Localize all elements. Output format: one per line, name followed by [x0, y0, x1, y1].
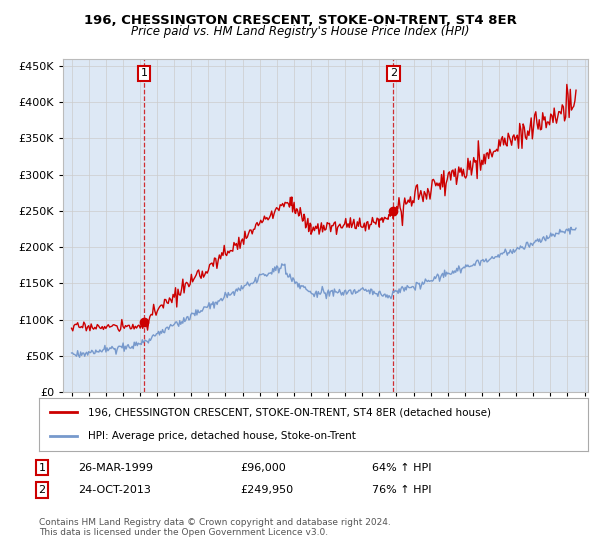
Text: Contains HM Land Registry data © Crown copyright and database right 2024.
This d: Contains HM Land Registry data © Crown c… [39, 518, 391, 538]
Text: 196, CHESSINGTON CRESCENT, STOKE-ON-TRENT, ST4 8ER: 196, CHESSINGTON CRESCENT, STOKE-ON-TREN… [83, 14, 517, 27]
Text: 26-MAR-1999: 26-MAR-1999 [78, 463, 153, 473]
Text: HPI: Average price, detached house, Stoke-on-Trent: HPI: Average price, detached house, Stok… [88, 431, 356, 441]
Text: 1: 1 [140, 68, 148, 78]
Text: 24-OCT-2013: 24-OCT-2013 [78, 485, 151, 495]
Text: Price paid vs. HM Land Registry's House Price Index (HPI): Price paid vs. HM Land Registry's House … [131, 25, 469, 38]
Text: 76% ↑ HPI: 76% ↑ HPI [372, 485, 431, 495]
Text: £249,950: £249,950 [240, 485, 293, 495]
Text: £96,000: £96,000 [240, 463, 286, 473]
Text: 64% ↑ HPI: 64% ↑ HPI [372, 463, 431, 473]
Text: 2: 2 [38, 485, 46, 495]
Text: 1: 1 [38, 463, 46, 473]
Text: 196, CHESSINGTON CRESCENT, STOKE-ON-TRENT, ST4 8ER (detached house): 196, CHESSINGTON CRESCENT, STOKE-ON-TREN… [88, 408, 491, 418]
Text: 2: 2 [389, 68, 397, 78]
